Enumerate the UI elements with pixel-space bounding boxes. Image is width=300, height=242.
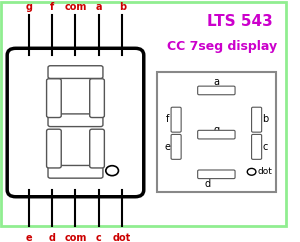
Circle shape — [106, 166, 118, 176]
FancyBboxPatch shape — [48, 166, 103, 178]
Text: d: d — [205, 179, 211, 189]
FancyBboxPatch shape — [198, 86, 235, 95]
FancyBboxPatch shape — [7, 48, 144, 197]
Text: d: d — [49, 233, 56, 242]
FancyBboxPatch shape — [90, 129, 104, 168]
FancyBboxPatch shape — [198, 170, 235, 179]
Text: g: g — [25, 2, 32, 12]
FancyBboxPatch shape — [48, 114, 103, 127]
FancyBboxPatch shape — [198, 130, 235, 139]
Text: f: f — [50, 2, 54, 12]
Text: com: com — [64, 233, 87, 242]
Text: e: e — [26, 233, 32, 242]
Text: dot: dot — [257, 167, 272, 176]
Text: com: com — [64, 2, 87, 12]
Text: c: c — [96, 233, 102, 242]
FancyBboxPatch shape — [48, 66, 103, 78]
FancyBboxPatch shape — [171, 107, 181, 132]
Text: e: e — [165, 142, 171, 152]
Circle shape — [247, 168, 256, 175]
Text: c: c — [262, 142, 268, 152]
Text: dot: dot — [113, 233, 131, 242]
FancyBboxPatch shape — [171, 134, 181, 159]
FancyBboxPatch shape — [252, 107, 262, 132]
Text: f: f — [166, 113, 169, 124]
Text: b: b — [262, 113, 268, 124]
Text: a: a — [213, 77, 219, 87]
Text: LTS 543: LTS 543 — [207, 14, 273, 29]
FancyBboxPatch shape — [252, 134, 262, 159]
Bar — [157, 72, 276, 192]
Text: a: a — [96, 2, 102, 12]
FancyBboxPatch shape — [90, 79, 104, 118]
Text: g: g — [213, 125, 219, 135]
FancyBboxPatch shape — [46, 129, 61, 168]
Text: CC 7seg display: CC 7seg display — [167, 39, 277, 53]
FancyBboxPatch shape — [46, 79, 61, 118]
Text: b: b — [118, 2, 126, 12]
